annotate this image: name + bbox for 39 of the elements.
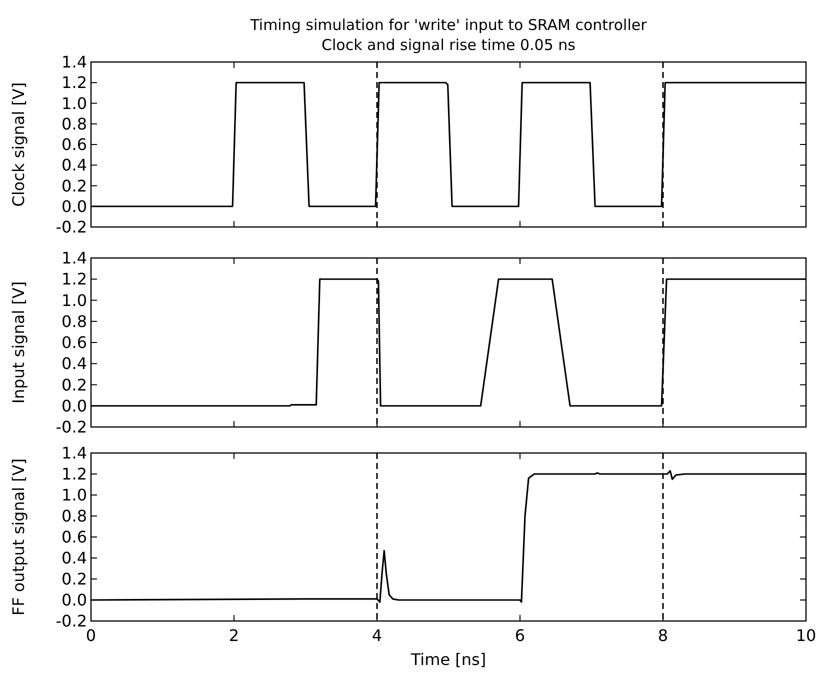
y-tick-label: 1.0 xyxy=(62,94,87,113)
y-axis-title: Clock signal [V] xyxy=(9,82,28,207)
y-tick-label: 0.2 xyxy=(62,375,87,394)
y-tick-label: -0.2 xyxy=(56,418,87,437)
x-tick-label: 0 xyxy=(86,626,96,645)
x-tick-label: 10 xyxy=(796,626,816,645)
chart-subtitle: Clock and signal rise time 0.05 ns xyxy=(322,36,576,54)
y-tick-label: 0.6 xyxy=(62,528,87,547)
y-tick-label: 0.2 xyxy=(62,176,87,196)
y-tick-label: 0.0 xyxy=(62,196,87,216)
y-axis-title: FF output signal [V] xyxy=(9,458,28,616)
x-tick-label: 8 xyxy=(658,626,668,645)
y-tick-label: -0.2 xyxy=(56,218,87,237)
y-tick-label: 0.6 xyxy=(62,135,87,154)
y-tick-label: -0.2 xyxy=(56,612,87,631)
y-tick-label: 0.8 xyxy=(62,312,87,331)
x-tick-label: 4 xyxy=(372,626,382,645)
y-tick-label: 0.6 xyxy=(62,333,87,352)
y-tick-label: 1.0 xyxy=(62,290,87,310)
x-axis-title: Time [ns] xyxy=(410,650,486,669)
y-tick-label: 1.4 xyxy=(62,52,87,72)
x-tick-label: 6 xyxy=(514,626,526,645)
y-tick-label: 0.8 xyxy=(62,114,87,134)
y-tick-label: 0.2 xyxy=(62,570,87,589)
y-tick-label: 1.4 xyxy=(62,248,87,268)
y-axis-title: Input signal [V] xyxy=(9,281,28,404)
x-tick-label: 2 xyxy=(228,626,240,645)
y-tick-label: 0.4 xyxy=(62,548,87,568)
y-tick-label: 0.0 xyxy=(62,590,87,610)
y-tick-label: 1.2 xyxy=(62,270,87,289)
y-tick-label: 1.2 xyxy=(62,464,87,484)
y-tick-label: 1.0 xyxy=(62,486,87,505)
y-tick-label: 1.4 xyxy=(62,444,87,463)
y-tick-label: 0.4 xyxy=(62,354,87,374)
chart-title: Timing simulation for 'write' input to SRAM controller xyxy=(249,16,648,34)
y-tick-label: 1.2 xyxy=(62,73,87,92)
y-tick-label: 0.4 xyxy=(62,156,87,175)
y-tick-label: 0.0 xyxy=(62,396,87,416)
y-tick-label: 0.8 xyxy=(62,506,87,526)
